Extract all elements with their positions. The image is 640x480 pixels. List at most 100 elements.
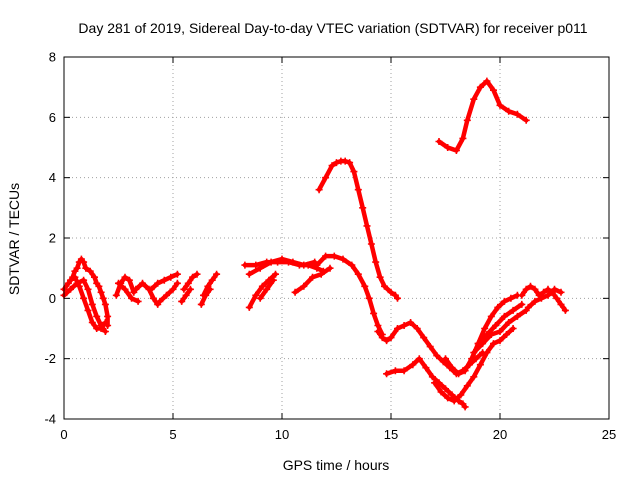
data-point xyxy=(101,319,109,326)
data-point xyxy=(156,297,164,305)
data-point xyxy=(139,279,146,287)
data-point xyxy=(121,273,129,281)
data-point xyxy=(544,285,552,293)
series-track-16 xyxy=(256,276,277,302)
data-point xyxy=(505,107,513,115)
series-line xyxy=(157,281,180,304)
series-track-14 xyxy=(245,255,319,278)
data-point xyxy=(444,144,452,151)
data-point xyxy=(442,385,449,393)
data-point xyxy=(317,270,325,278)
x-tick-label: 5 xyxy=(169,427,176,442)
x-tick-label: 25 xyxy=(602,427,616,442)
series-track-17 xyxy=(291,264,334,296)
data-point xyxy=(370,309,378,317)
data-point xyxy=(125,276,133,284)
data-point xyxy=(88,319,96,326)
x-tick-label: 10 xyxy=(275,427,289,442)
data-point xyxy=(483,349,491,357)
data-point xyxy=(387,334,395,342)
data-point xyxy=(494,303,502,311)
data-point xyxy=(163,291,170,299)
data-point xyxy=(354,186,362,194)
y-tick-labels: -4 -2 0 2 4 6 8 xyxy=(44,50,56,427)
data-point xyxy=(455,370,463,378)
data-point xyxy=(435,138,443,145)
data-point xyxy=(350,168,358,176)
data-point xyxy=(505,319,513,326)
data-point xyxy=(452,147,460,154)
data-point xyxy=(448,391,456,399)
data-point xyxy=(413,325,421,332)
data-point xyxy=(490,340,497,348)
series-line xyxy=(181,271,200,292)
data-point xyxy=(263,285,271,293)
data-point xyxy=(82,264,90,272)
data-point xyxy=(267,258,275,266)
data-point xyxy=(300,282,308,290)
y-axis-label: SDTVAR / TECUs xyxy=(6,183,22,295)
data-point xyxy=(328,162,336,170)
data-point xyxy=(269,276,277,284)
data-point xyxy=(522,116,530,124)
data-point xyxy=(75,282,83,290)
data-point xyxy=(557,300,565,308)
grid xyxy=(64,57,609,419)
data-point xyxy=(252,261,260,269)
data-point xyxy=(208,276,216,284)
data-point xyxy=(442,355,449,363)
data-point xyxy=(561,306,569,314)
data-point xyxy=(149,294,157,302)
series-track-20 xyxy=(374,319,487,378)
data-point xyxy=(507,294,515,302)
data-point xyxy=(80,294,88,302)
data-point xyxy=(326,264,334,272)
data-point xyxy=(256,264,264,272)
data-point xyxy=(330,252,338,260)
data-point xyxy=(339,255,347,263)
data-point xyxy=(463,382,471,390)
data-point xyxy=(461,367,469,375)
series-track-5 xyxy=(115,279,142,305)
series-track-7 xyxy=(147,270,181,293)
data-point xyxy=(540,288,548,296)
data-point xyxy=(80,258,88,266)
series-track-9 xyxy=(180,270,201,293)
series-track-22 xyxy=(431,325,517,405)
data-point xyxy=(184,279,192,287)
data-point xyxy=(289,258,297,266)
data-point xyxy=(503,331,510,338)
data-point xyxy=(71,273,79,281)
data-point xyxy=(426,343,434,351)
data-point xyxy=(461,403,469,411)
chart-title: Day 281 of 2019, Sidereal Day-to-day VTE… xyxy=(78,20,587,36)
plot-data xyxy=(60,77,569,411)
data-point xyxy=(470,95,478,103)
data-point xyxy=(518,291,526,299)
series-line xyxy=(116,281,141,304)
data-point xyxy=(500,297,508,305)
data-point xyxy=(99,294,107,302)
data-point xyxy=(365,294,373,302)
data-point xyxy=(513,110,521,118)
data-point xyxy=(444,394,452,402)
series-track-10 xyxy=(178,285,194,305)
data-point xyxy=(134,297,142,305)
data-point xyxy=(450,397,458,405)
data-point xyxy=(394,294,401,302)
x-tick-label: 0 xyxy=(60,427,67,442)
data-point xyxy=(186,285,194,293)
x-tick-labels: 0 5 10 15 20 25 xyxy=(60,427,616,442)
series-line xyxy=(201,271,219,298)
data-point xyxy=(245,270,253,278)
data-point xyxy=(474,340,482,348)
data-point xyxy=(160,276,168,284)
data-point xyxy=(483,331,491,338)
data-point xyxy=(483,77,491,85)
data-point xyxy=(463,116,471,124)
data-point xyxy=(527,282,534,290)
data-point xyxy=(67,285,74,293)
x-tick-label: 15 xyxy=(384,427,398,442)
data-point xyxy=(300,261,308,269)
